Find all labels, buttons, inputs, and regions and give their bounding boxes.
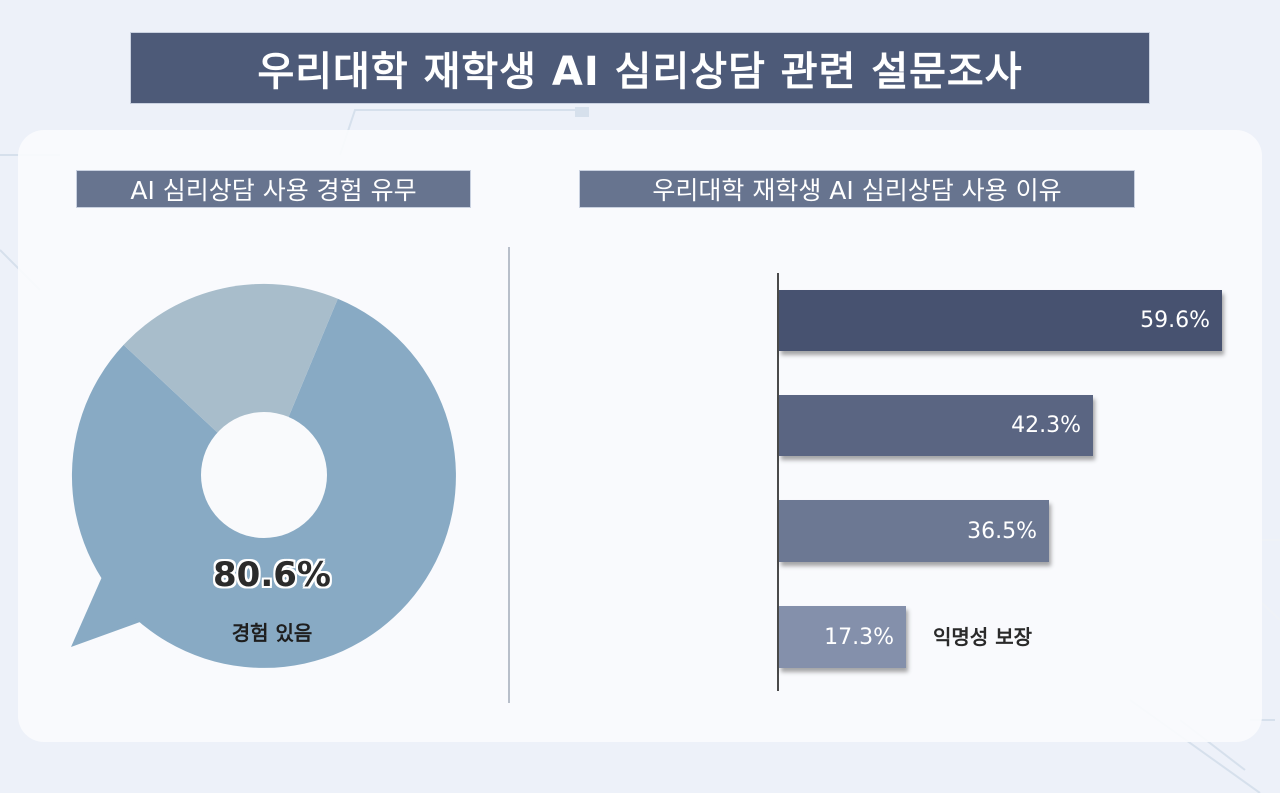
donut-segment-not-experienced — [123, 283, 338, 476]
donut-hole — [201, 412, 327, 538]
donut-chart: 80.6% 경험 있음 — [60, 280, 480, 680]
bar-value: 59.6% — [1140, 308, 1210, 333]
donut-center-value: 80.6% — [213, 555, 331, 595]
bar-value: 17.3% — [824, 624, 894, 650]
donut-chart-title: AI 심리상담 사용 경험 유무 — [77, 171, 470, 207]
bar-value: 36.5% — [967, 518, 1037, 544]
bar-row-free-expression: 비판 걱정 없는 자유로운 표현 36.5% — [520, 500, 1260, 562]
bar-value: 42.3% — [1011, 413, 1081, 438]
bar-anonymity: 17.3% — [779, 606, 906, 668]
bar-cost: 59.6% — [779, 290, 1222, 351]
bar-chart-axis — [777, 273, 779, 691]
bar-label: 익명성 보장 — [933, 625, 1032, 649]
speech-bubble-tail — [71, 570, 140, 647]
bar-row-cost: 심리상담 비용 절감 59.6% — [520, 290, 1260, 351]
bar-free-expression: 36.5% — [779, 500, 1049, 562]
bar-row-anonymity: 익명성 보장 17.3% — [520, 606, 1260, 668]
bar-accessibility: 42.3% — [779, 395, 1093, 456]
bar-row-accessibility: 빠르고 간편한 접근성 42.3% — [520, 395, 1260, 456]
page-title: 우리대학 재학생 AI 심리상담 관련 설문조사 — [131, 33, 1149, 103]
section-divider — [508, 247, 510, 703]
bar-chart-title: 우리대학 재학생 AI 심리상담 사용 이유 — [580, 171, 1134, 207]
donut-center-label: 경험 있음 — [231, 621, 313, 645]
